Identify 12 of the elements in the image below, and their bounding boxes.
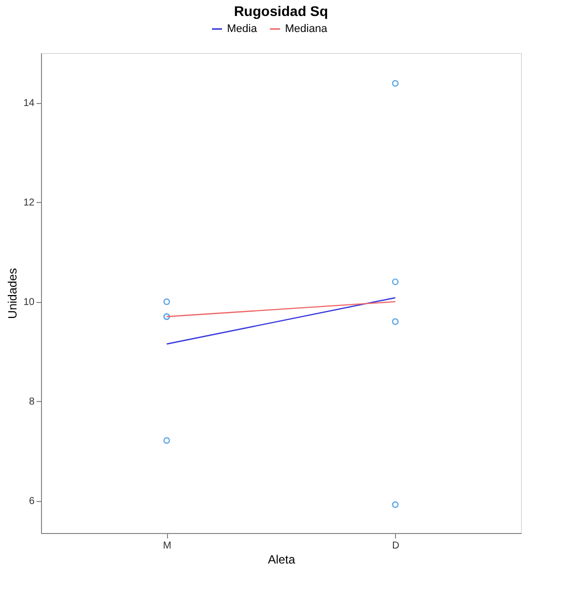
legend-label: Mediana [285, 23, 328, 35]
chart-title: Rugosidad Sq [234, 3, 328, 19]
x-tick-label: D [392, 540, 400, 552]
y-axis-title: Unidades [5, 268, 20, 319]
legend-label: Media [227, 23, 258, 35]
y-tick-label: 14 [23, 98, 35, 110]
y-tick-label: 6 [28, 496, 35, 508]
y-tick-label: 12 [23, 198, 35, 209]
y-tick-label: 8 [28, 396, 35, 408]
y-tick-label: 10 [23, 297, 35, 308]
x-tick-label: M [163, 540, 172, 552]
x-axis-title: Aleta [268, 552, 296, 566]
